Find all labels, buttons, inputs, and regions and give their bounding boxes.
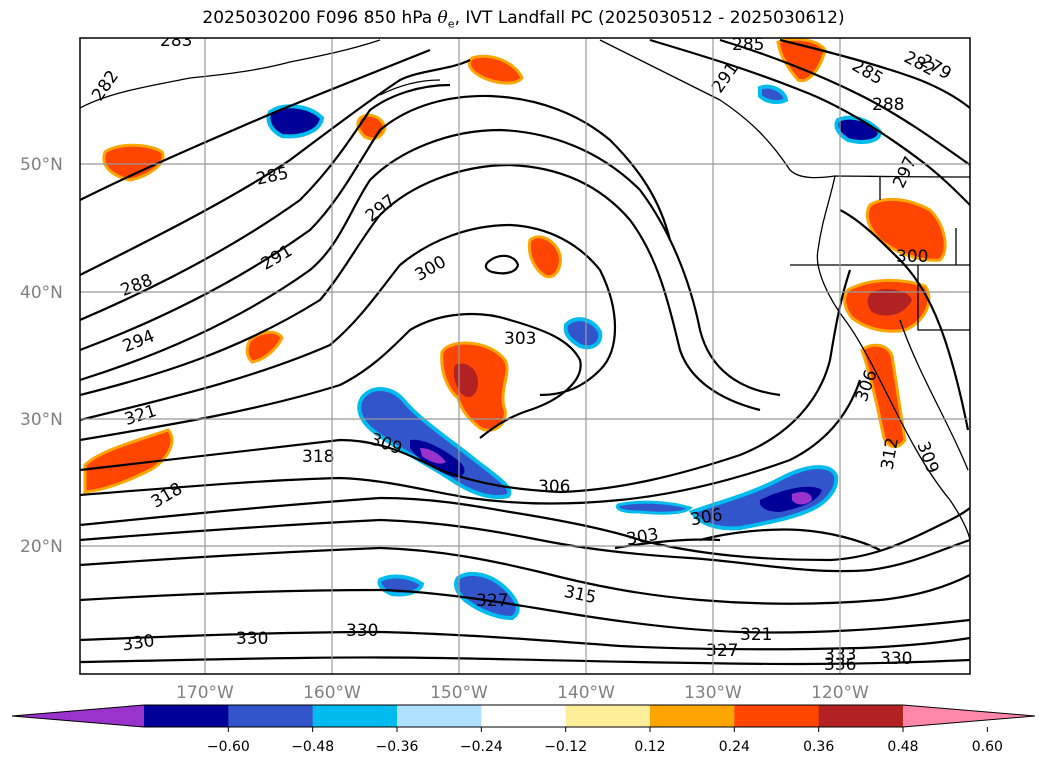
contour-line xyxy=(80,379,862,505)
pc-blob-negative-band-east-center xyxy=(792,492,812,505)
lat-label-30n: 30°N xyxy=(20,410,63,430)
colorbar-segment xyxy=(650,705,735,727)
pc-blob-negative-mid xyxy=(563,317,603,350)
contour-line xyxy=(80,518,970,573)
lon-label-140w: 140°W xyxy=(557,683,615,703)
graticule xyxy=(80,38,970,674)
pc-blob-negative-gulf xyxy=(266,104,325,139)
contour-line xyxy=(80,312,582,442)
contour-line xyxy=(80,630,970,651)
contour-line xyxy=(779,38,970,109)
lon-label-130w: 130°W xyxy=(684,683,742,703)
colorbar-extend-min xyxy=(12,705,144,727)
colorbar-outline xyxy=(11,704,1036,728)
ivt-pc-shading xyxy=(83,38,947,621)
colorbar-tick-label: −0.24 xyxy=(460,739,503,755)
contour-label: 285 xyxy=(732,35,764,55)
pc-blob-negative-band-west-center xyxy=(420,448,446,464)
pc-blob-positive-west xyxy=(83,428,174,494)
colorbar-segment xyxy=(818,705,904,727)
colorbar-segment xyxy=(734,705,820,727)
colorbar-tick-label: −0.60 xyxy=(207,739,250,755)
pc-blob-positive-california-core xyxy=(867,289,912,316)
pc-blob-negative-band-east xyxy=(688,465,839,531)
contour-line xyxy=(80,588,970,634)
contour-line xyxy=(80,59,471,276)
contour-line xyxy=(80,546,970,605)
contour-label: 303 xyxy=(504,329,536,349)
map-title: 2025030200 F096 850 hPa θe, IVT Landfall… xyxy=(202,8,845,31)
lon-label-120w: 120°W xyxy=(811,683,869,703)
colorbar-segment xyxy=(312,705,398,727)
colorbar: −0.60 −0.48 −0.36 −0.24 −0.12 0.12 0.24 0.36 0.4… xyxy=(11,704,1036,755)
contour-line xyxy=(80,223,616,422)
contour-label: 330 xyxy=(236,629,268,649)
contour-line xyxy=(80,496,970,562)
lon-label-150w: 150°W xyxy=(430,683,488,703)
contour-label: 330 xyxy=(880,649,912,669)
contour-line xyxy=(80,83,451,322)
pc-blob-positive-west2 xyxy=(245,330,284,364)
contour-line xyxy=(839,209,970,431)
contour-label: 330 xyxy=(346,621,378,641)
colorbar-tick-label: −0.12 xyxy=(544,739,587,755)
colorbar-segment xyxy=(565,705,651,727)
contour-label: 283 xyxy=(160,31,192,51)
lat-label-40n: 40°N xyxy=(20,283,63,303)
pc-blob-positive-central-core xyxy=(453,363,478,397)
contour-line xyxy=(719,38,970,166)
colorbar-tick-label: −0.48 xyxy=(291,739,334,755)
colorbar-tick-label: −0.36 xyxy=(376,739,419,755)
pc-blob-positive-coast-strip xyxy=(860,343,907,448)
contour-line xyxy=(80,163,761,412)
lon-label-160w: 160°W xyxy=(303,683,361,703)
map-frame xyxy=(79,37,971,675)
pc-blob-negative-band-mid xyxy=(615,500,693,515)
pc-blob-negative-band-west xyxy=(357,387,512,499)
contour-line xyxy=(80,94,672,352)
contour-label: 327 xyxy=(706,641,738,661)
lat-label-20n: 20°N xyxy=(20,537,63,557)
colorbar-segment xyxy=(481,705,567,727)
contour-label: 330 xyxy=(121,631,156,655)
colorbar-segment xyxy=(397,705,482,727)
contour-line xyxy=(484,254,520,275)
pc-blob-positive-nw-coast xyxy=(865,197,947,262)
contour-label: 318 xyxy=(302,447,334,467)
colorbar-extend-max xyxy=(903,705,1035,727)
map-plot-area: 283 282 285 288 291 294 297 300 303 306 … xyxy=(80,31,970,674)
pc-blob-positive-north xyxy=(527,235,562,279)
theta-e-contours xyxy=(80,38,970,666)
lon-label-170w: 170°W xyxy=(176,683,234,703)
pc-blob-positive-northwest xyxy=(102,143,165,182)
contour-line xyxy=(80,128,781,397)
contour-label: 300 xyxy=(896,247,928,267)
lat-label-50n: 50°N xyxy=(20,155,63,175)
contour-line xyxy=(80,48,431,201)
colorbar-tick-label: 0.60 xyxy=(972,739,1003,755)
colorbar-segment xyxy=(228,705,314,727)
latitude-labels: 50°N 40°N 30°N 20°N xyxy=(20,155,63,557)
contour-line xyxy=(80,656,970,666)
contour-label: 306 xyxy=(538,477,570,497)
colorbar-tick-label: 0.24 xyxy=(719,739,750,755)
contour-label: 327 xyxy=(476,591,508,611)
contour-label: 288 xyxy=(872,95,904,115)
pc-blob-positive-topcenter xyxy=(467,54,524,85)
colorbar-segment xyxy=(144,705,229,727)
longitude-labels: 170°W 160°W 150°W 140°W 130°W 120°W xyxy=(176,683,869,703)
contour-label: 321 xyxy=(740,625,772,645)
colorbar-tick-label: 0.12 xyxy=(634,739,665,755)
pc-blob-negative-coast1 xyxy=(758,84,789,105)
colorbar-tick-label: 0.48 xyxy=(887,739,918,755)
colorbar-tick-label: 0.36 xyxy=(803,739,834,755)
coastlines xyxy=(80,39,970,541)
pc-blob-positive-small1 xyxy=(356,113,387,141)
contour-line xyxy=(80,269,852,494)
